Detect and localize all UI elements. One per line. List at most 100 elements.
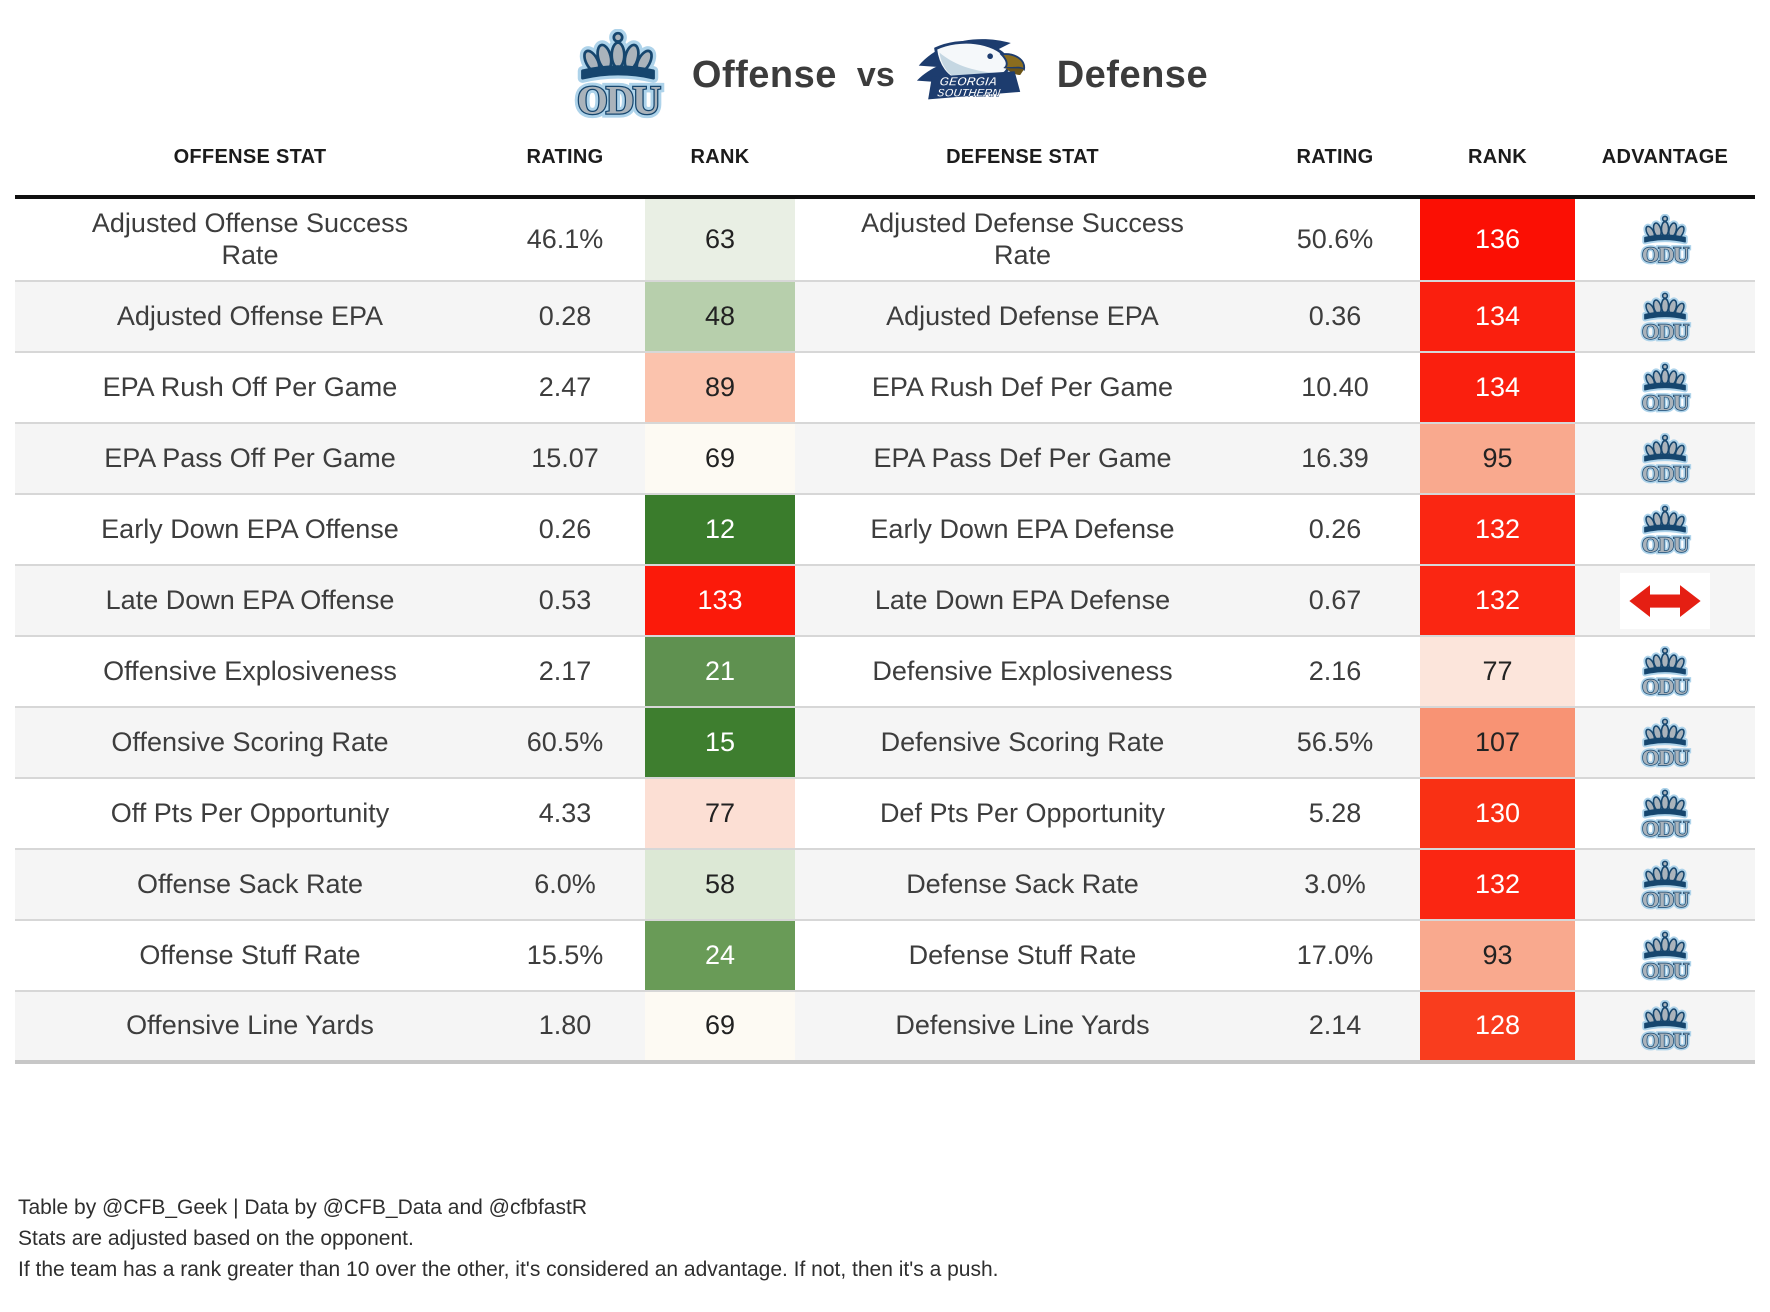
defense-stat-name: Def Pts Per Opportunity xyxy=(795,777,1250,849)
offense-stat-name: Offense Stuff Rate xyxy=(15,919,485,991)
offense-rating-value: 15.5% xyxy=(485,919,645,991)
defense-stat-name: Adjusted Defense Success Rate xyxy=(861,208,1184,270)
odu-logo-icon xyxy=(562,29,674,121)
defense-title-label: Defense xyxy=(1056,53,1209,96)
table-row: Off Pts Per Opportunity 4.33 77 Def Pts … xyxy=(15,777,1755,849)
table-row: Adjusted Offense Success Rate 46.1% 63 A… xyxy=(15,197,1755,281)
odu-advantage-icon xyxy=(1632,788,1698,840)
defense-rank-value: 77 xyxy=(1420,635,1575,707)
offense-rating-value: 46.1% xyxy=(526,223,604,254)
defense-rank-value: 107 xyxy=(1420,706,1575,778)
defense-stat-name: EPA Rush Def Per Game xyxy=(795,351,1250,423)
table-row: Offense Stuff Rate 15.5% 24 Defense Stuf… xyxy=(15,919,1755,991)
defense-rank-value: 134 xyxy=(1420,280,1575,352)
defense-stat-name: Late Down EPA Defense xyxy=(795,564,1250,636)
advantage-cell xyxy=(1575,919,1755,991)
column-header: RATING xyxy=(485,124,645,199)
defense-rating-value: 0.36 xyxy=(1250,280,1420,352)
offense-stat-name: EPA Rush Off Per Game xyxy=(15,351,485,423)
odu-advantage-icon xyxy=(1632,717,1698,769)
offense-rating-value: 0.26 xyxy=(485,493,645,565)
table-row: Offensive Explosiveness 2.17 21 Defensiv… xyxy=(15,635,1755,707)
offense-rating-value: 4.33 xyxy=(485,777,645,849)
defense-rating-value: 2.16 xyxy=(1250,635,1420,707)
offense-rating-value: 2.17 xyxy=(485,635,645,707)
odu-advantage-icon xyxy=(1632,214,1698,266)
defense-stat-name: Defense Stuff Rate xyxy=(795,919,1250,991)
defense-rank-value: 93 xyxy=(1420,919,1575,991)
offense-stat-name: Adjusted Offense EPA xyxy=(15,280,485,352)
advantage-cell xyxy=(1575,564,1755,636)
table-row: EPA Rush Off Per Game 2.47 89 EPA Rush D… xyxy=(15,351,1755,423)
defense-rating-value: 17.0% xyxy=(1250,919,1420,991)
offense-rank-value: 12 xyxy=(645,493,795,565)
offense-stat-name: Early Down EPA Offense xyxy=(15,493,485,565)
odu-advantage-icon xyxy=(1632,504,1698,556)
defense-rank-value: 95 xyxy=(1420,422,1575,494)
table-row: Offensive Line Yards 1.80 69 Defensive L… xyxy=(15,990,1755,1064)
offense-stat-name: Offensive Line Yards xyxy=(15,990,485,1064)
defense-rank-value: 132 xyxy=(1420,848,1575,920)
defense-rating-value: 5.28 xyxy=(1250,777,1420,849)
offense-stat-name: Offense Sack Rate xyxy=(15,848,485,920)
defense-rank-value: 136 xyxy=(1420,197,1575,281)
stats-table: OFFENSE STAT RATING RANK DEFENSE STAT RATING… xyxy=(15,124,1755,1064)
credit-note: Table by @CFB_Geek | Data by @CFB_Data a… xyxy=(18,1196,587,1219)
advantage-cell xyxy=(1575,777,1755,849)
defense-rating-value: 0.26 xyxy=(1250,493,1420,565)
column-header: RANK xyxy=(1420,124,1575,199)
table-body: Adjusted Offense Success Rate 46.1% 63 A… xyxy=(15,197,1755,1064)
odu-advantage-icon xyxy=(1632,291,1698,343)
table-row: Late Down EPA Offense 0.53 133 Late Down… xyxy=(15,564,1755,636)
offense-rank-value: 63 xyxy=(645,197,795,281)
offense-rating-value: 1.80 xyxy=(485,990,645,1064)
table-row: Offensive Scoring Rate 60.5% 15 Defensiv… xyxy=(15,706,1755,778)
defense-stat-name: Defensive Line Yards xyxy=(795,990,1250,1064)
odu-advantage-icon xyxy=(1632,646,1698,698)
advantage-rule-note: If the team has a rank greater than 10 o… xyxy=(18,1258,999,1281)
offense-rank-value: 58 xyxy=(645,848,795,920)
push-arrow-icon xyxy=(1618,571,1712,631)
advantage-cell xyxy=(1575,848,1755,920)
defense-stat-name: Defensive Explosiveness xyxy=(795,635,1250,707)
defense-stat-name: Adjusted Defense EPA xyxy=(795,280,1250,352)
defense-rating-value: 56.5% xyxy=(1250,706,1420,778)
header-row: OFFENSE STAT RATING RANK DEFENSE STAT RATING… xyxy=(15,124,1755,199)
offense-rating-value: 0.28 xyxy=(485,280,645,352)
georgia-southern-logo-icon xyxy=(915,33,1039,117)
offense-rating-value: 2.47 xyxy=(485,351,645,423)
advantage-cell xyxy=(1575,706,1755,778)
defense-rating-value: 3.0% xyxy=(1250,848,1420,920)
column-header: RANK xyxy=(645,124,795,199)
offense-title-label: Offense xyxy=(691,53,837,96)
defense-stat-name: EPA Pass Def Per Game xyxy=(795,422,1250,494)
advantage-cell xyxy=(1575,990,1755,1064)
offense-rating-value: 6.0% xyxy=(485,848,645,920)
offense-rank-value: 133 xyxy=(645,564,795,636)
offense-rating-value: 15.07 xyxy=(485,422,645,494)
offense-stat-name: Late Down EPA Offense xyxy=(15,564,485,636)
defense-stat-name: Defensive Scoring Rate xyxy=(795,706,1250,778)
page-title: Offense vs Defense xyxy=(0,0,1770,124)
column-header: DEFENSE STAT xyxy=(795,124,1250,199)
offense-rank-value: 77 xyxy=(645,777,795,849)
defense-stat-name: Early Down EPA Defense xyxy=(795,493,1250,565)
odu-advantage-icon xyxy=(1632,930,1698,982)
defense-rating-value: 16.39 xyxy=(1250,422,1420,494)
defense-rating-value: 50.6% xyxy=(1296,223,1374,254)
defense-rank-value: 128 xyxy=(1420,990,1575,1064)
footnotes: Table by @CFB_Geek | Data by @CFB_Data a… xyxy=(18,1192,1770,1285)
table-row: EPA Pass Off Per Game 15.07 69 EPA Pass … xyxy=(15,422,1755,494)
offense-stat-name: Offensive Explosiveness xyxy=(15,635,485,707)
advantage-cell xyxy=(1575,493,1755,565)
adjustment-note: Stats are adjusted based on the opponent… xyxy=(18,1227,414,1250)
offense-rank-value: 24 xyxy=(645,919,795,991)
offense-stat-name: EPA Pass Off Per Game xyxy=(15,422,485,494)
defense-rating-value: 0.67 xyxy=(1250,564,1420,636)
defense-rating-value: 2.14 xyxy=(1250,990,1420,1064)
offense-rank-value: 69 xyxy=(645,990,795,1064)
offense-rating-value: 60.5% xyxy=(485,706,645,778)
vs-label: vs xyxy=(856,55,895,94)
defense-stat-name: Defense Sack Rate xyxy=(795,848,1250,920)
